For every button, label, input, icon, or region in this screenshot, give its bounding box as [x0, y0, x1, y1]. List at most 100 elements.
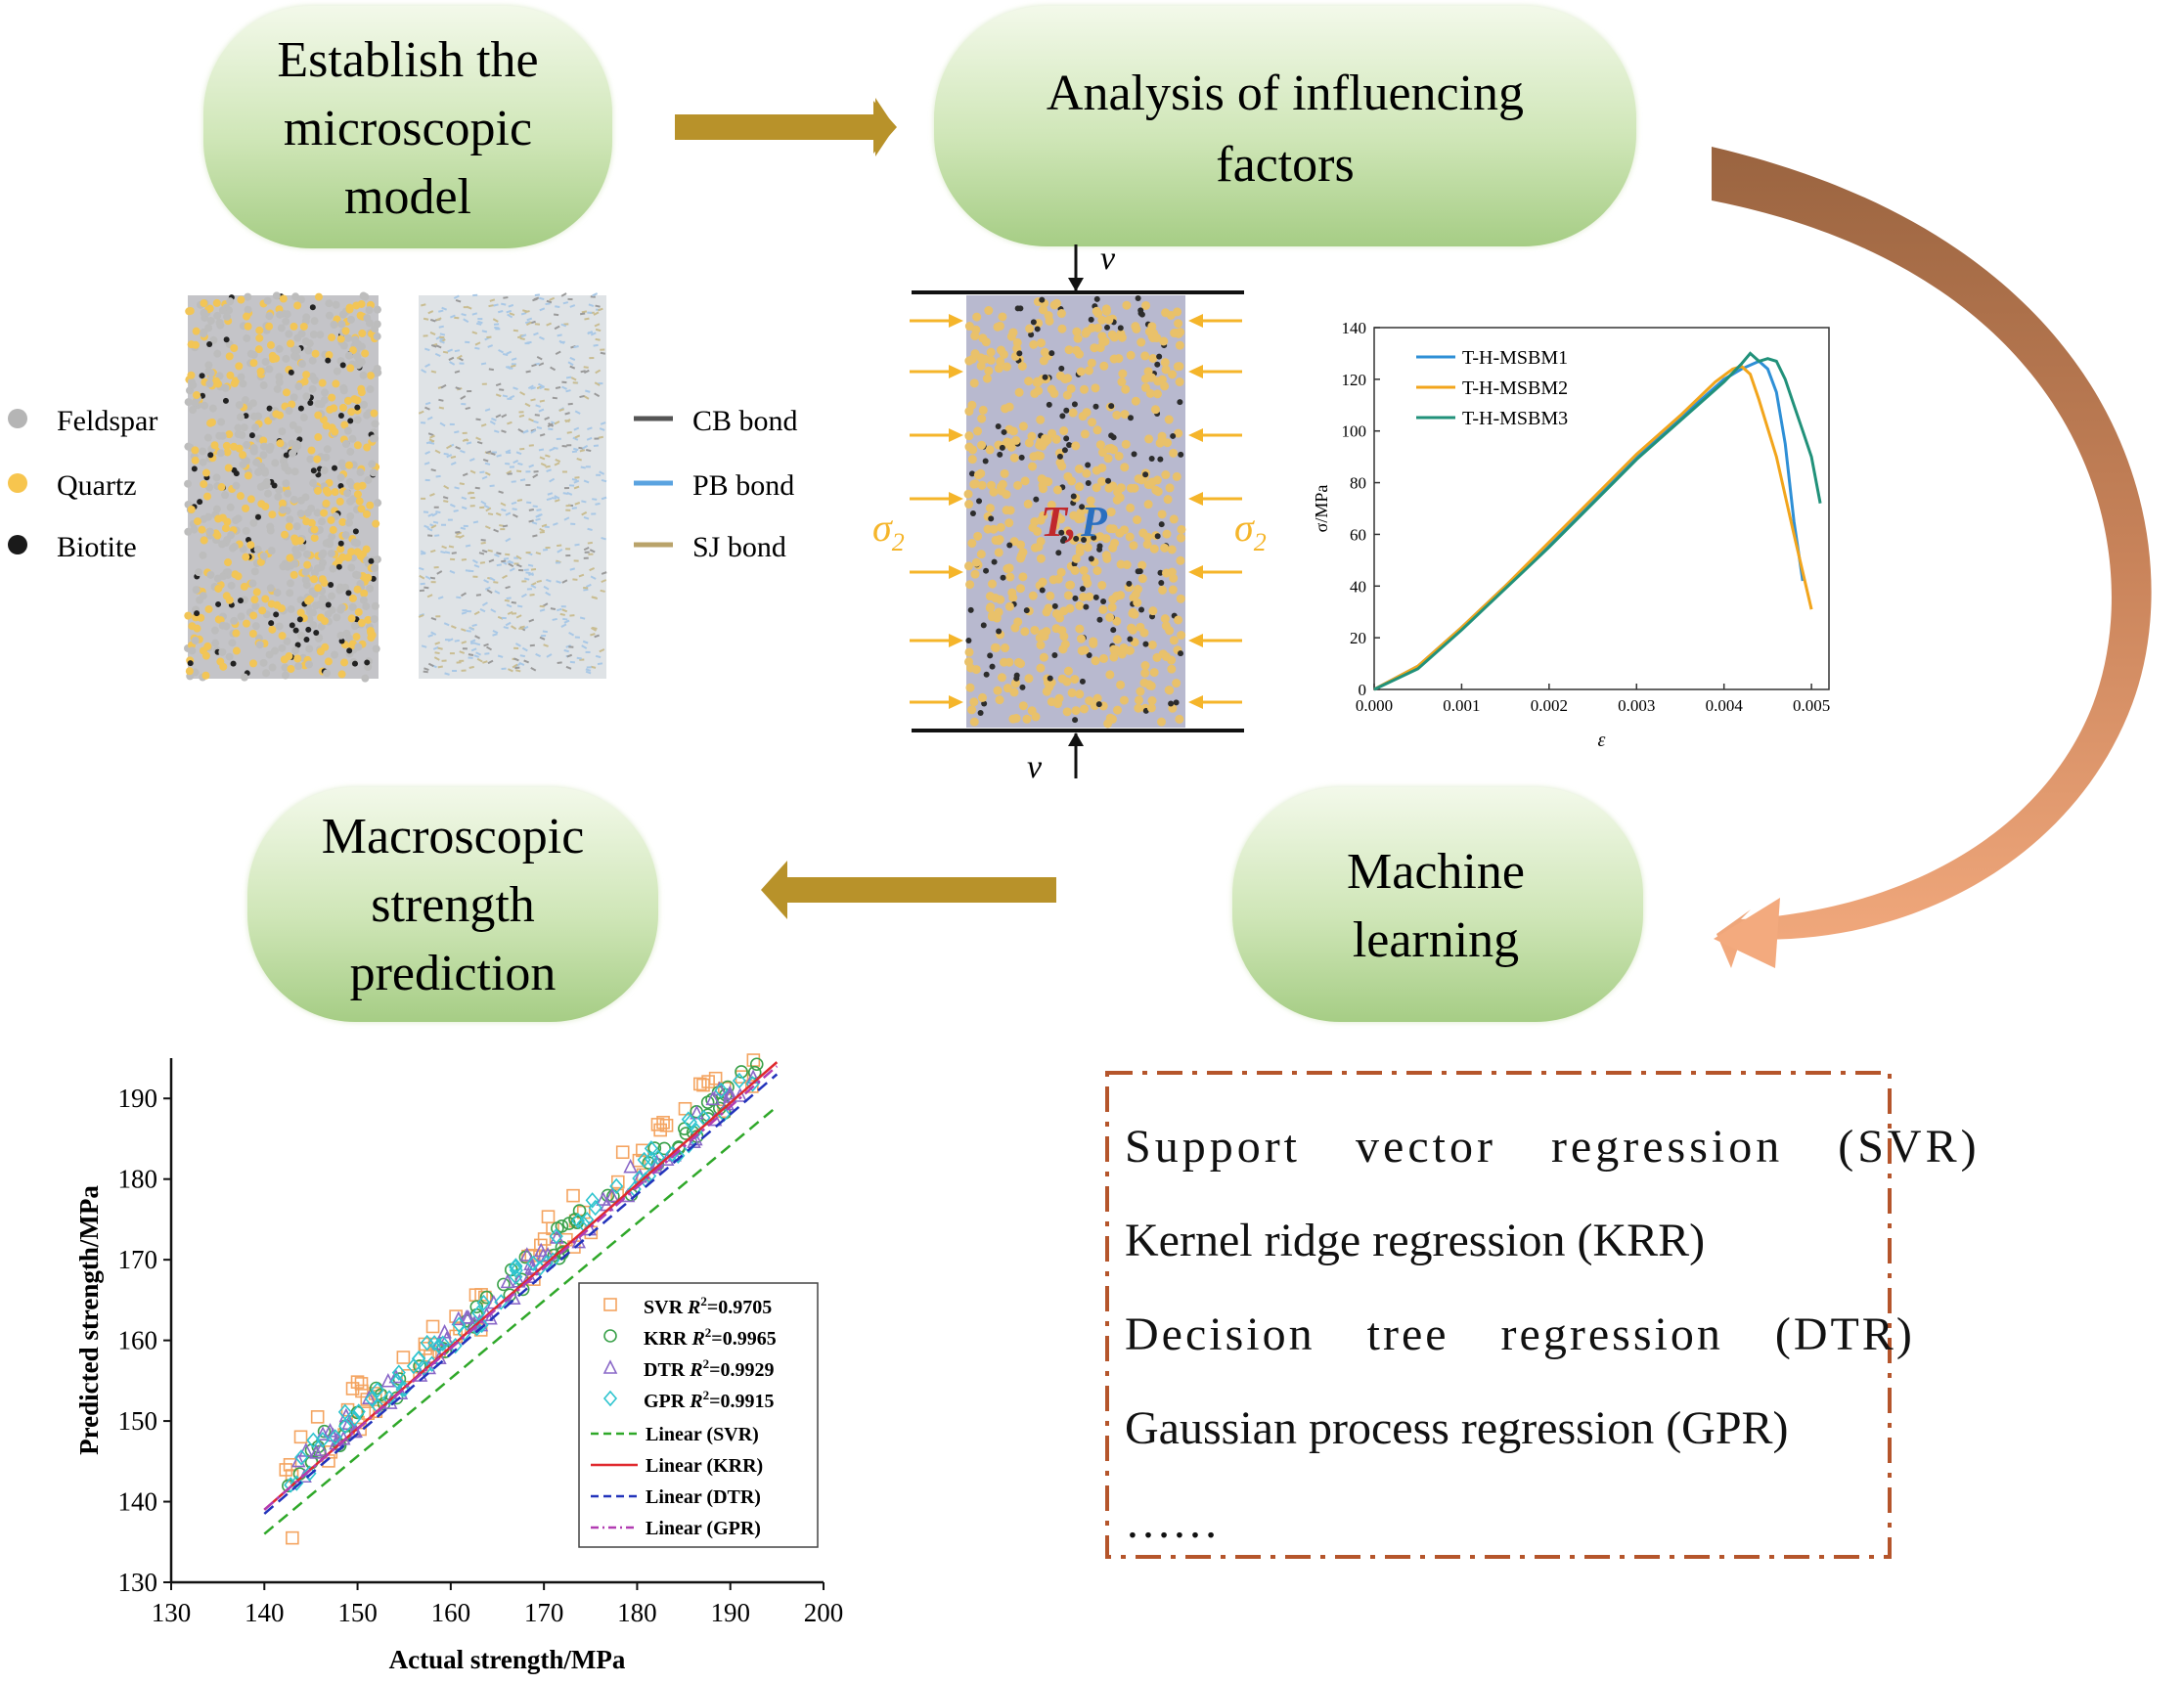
- load-arrowhead-left: [949, 365, 963, 378]
- grain-particle: [304, 660, 313, 669]
- scatter-point-dtr: [602, 1359, 618, 1374]
- grain-particle: [271, 482, 278, 489]
- specimen-particle: [1039, 510, 1048, 520]
- grain-particle: [331, 488, 339, 497]
- grain-particle: [338, 310, 347, 319]
- grain-particle: [324, 657, 333, 666]
- bond-segment: [440, 383, 447, 389]
- specimen-particle: [1063, 526, 1073, 536]
- bond-segment: [565, 389, 571, 393]
- bond-segment: [427, 662, 434, 668]
- bond-segment: [441, 306, 448, 311]
- bond-segment: [571, 507, 577, 510]
- grain-particle: [344, 351, 353, 360]
- specimen-particle: [1071, 554, 1081, 563]
- grain-particle: [288, 369, 294, 376]
- grain-particle: [244, 292, 252, 301]
- bond-segment: [585, 583, 592, 588]
- scatter-point-gpr: [476, 1294, 491, 1311]
- grain-particle: [217, 483, 226, 492]
- bond-segment: [558, 408, 564, 412]
- grain-particle: [290, 467, 299, 476]
- grain-particle: [291, 546, 300, 554]
- specimen-particle: [1018, 454, 1025, 461]
- specimen-particle: [1018, 572, 1028, 582]
- scatter-xtick-label: 150: [337, 1598, 378, 1627]
- grain-particle: [206, 570, 215, 579]
- bond-segment: [487, 512, 494, 516]
- grain-particle: [192, 391, 201, 400]
- bond-segment: [561, 380, 567, 384]
- grain-particle: [283, 637, 291, 645]
- bond-segment: [474, 346, 480, 350]
- bond-segment: [443, 484, 450, 490]
- bond-segment: [487, 344, 494, 348]
- specimen-particle: [1088, 555, 1094, 562]
- specimen-particle: [1081, 573, 1091, 583]
- scatter-legend-label: SVR R2=0.9705: [644, 1294, 772, 1318]
- bond-segment: [429, 576, 436, 580]
- grain-particle: [188, 646, 197, 655]
- bond-segment: [495, 511, 502, 516]
- grain-particle: [259, 658, 268, 667]
- specimen-particle: [1092, 693, 1102, 703]
- bond-segment: [539, 399, 546, 403]
- specimen-particle: [1063, 435, 1070, 442]
- scatter-xtick-label: 130: [152, 1598, 192, 1627]
- specimen-particle: [1151, 485, 1161, 495]
- specimen-particle: [991, 643, 1001, 652]
- grain-particle: [313, 509, 322, 517]
- grain-particle: [235, 362, 244, 371]
- grain-particle: [191, 465, 198, 472]
- legend-pb: PB bond: [692, 469, 794, 502]
- bond-segment: [554, 421, 560, 425]
- bond-segment: [590, 633, 596, 637]
- bond-segment: [581, 310, 588, 314]
- bond-segment: [480, 362, 487, 366]
- specimen-particle: [1174, 428, 1183, 438]
- specimen-particle: [1039, 652, 1048, 662]
- bond-segment: [530, 398, 536, 402]
- specimen-particle: [1170, 329, 1180, 338]
- scatter-point-gpr: [526, 1255, 541, 1272]
- specimen-particle: [1023, 607, 1030, 614]
- bond-segment: [491, 418, 497, 421]
- bond-segment: [546, 322, 552, 327]
- bond-segment: [451, 552, 457, 554]
- temperature-label: T: [1041, 498, 1069, 546]
- bond-segment: [523, 577, 530, 581]
- bond-segment: [435, 344, 442, 349]
- specimen-particle: [1027, 431, 1037, 441]
- grain-particle: [243, 333, 251, 342]
- bond-segment: [501, 559, 507, 563]
- specimen-particle: [973, 426, 983, 436]
- specimen-particle: [1075, 482, 1085, 492]
- specimen-particle: [1136, 622, 1145, 632]
- grain-particle: [353, 441, 362, 450]
- scatter-point-dtr: [623, 1158, 638, 1174]
- bond-segment: [429, 332, 436, 335]
- bond-segment: [446, 454, 453, 459]
- bond-segment: [496, 454, 502, 458]
- specimen-particle: [1076, 367, 1086, 377]
- grain-particle: [293, 654, 302, 663]
- grain-particle: [296, 608, 305, 617]
- specimen-particle: [987, 652, 994, 659]
- grain-particle: [296, 295, 305, 304]
- specimen-particle: [986, 347, 996, 357]
- grain-particle: [371, 324, 379, 332]
- bond-segment: [525, 321, 532, 327]
- grain-particle: [213, 531, 222, 540]
- bond-segment: [561, 608, 568, 613]
- specimen-particle: [1170, 432, 1177, 439]
- grain-particle: [299, 413, 308, 421]
- specimen-particle: [965, 638, 972, 644]
- specimen-particle: [1028, 591, 1038, 600]
- grain-particle: [371, 601, 379, 610]
- specimen-particle: [1125, 645, 1135, 655]
- bond-segment: [475, 594, 482, 597]
- grain-particle: [267, 547, 276, 555]
- bond-segment: [546, 578, 552, 583]
- grain-particle: [327, 549, 335, 557]
- bond-segment: [484, 652, 490, 655]
